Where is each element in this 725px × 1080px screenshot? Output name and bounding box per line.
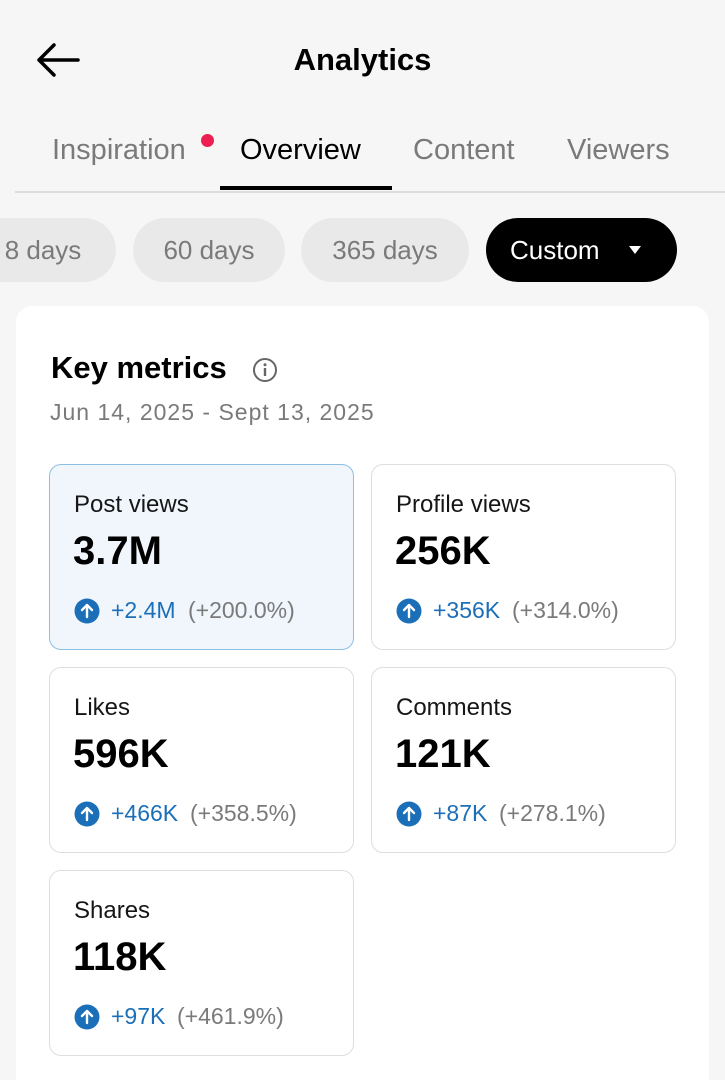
metric-label: Shares	[74, 897, 151, 924]
date-range: Jun 14, 2025 - Sept 13, 2025	[50, 399, 375, 425]
metric-percent: (+314.0%)	[512, 597, 619, 623]
metric-percent: (+200.0%)	[188, 597, 295, 623]
filter-pill-active[interactable]: Custom	[486, 218, 677, 282]
up-arrow-icon	[396, 801, 422, 827]
filter-pill[interactable]: 60 days	[133, 218, 285, 282]
metric-tile[interactable]: Comments 121K +87K (+278.1%)	[371, 667, 676, 853]
metric-percent: (+461.9%)	[177, 1003, 284, 1029]
page-title: Analytics	[293, 42, 432, 77]
tab[interactable]: Viewers	[567, 134, 670, 166]
metric-label: Post views	[74, 491, 189, 518]
filter-pill[interactable]: 365 days	[301, 218, 469, 282]
metric-change: +97K	[111, 1003, 166, 1029]
metric-change: +466K	[111, 800, 179, 826]
dropdown-caret	[629, 246, 641, 254]
metric-label: Comments	[396, 694, 513, 721]
tab-underline	[220, 186, 392, 190]
metric-tile[interactable]: Likes 596K +466K (+358.5%)	[49, 667, 354, 853]
up-arrow-icon	[74, 801, 100, 827]
up-arrow-icon	[396, 598, 422, 624]
tab-divider	[15, 191, 725, 193]
metric-value: 596K	[73, 732, 169, 776]
card-title: Key metrics	[51, 350, 227, 385]
tab-active[interactable]: Overview	[240, 134, 361, 166]
metric-value: 256K	[395, 529, 491, 573]
metrics-card: Key metrics Jun 14, 2025 - Sept 13, 2025…	[16, 306, 709, 1080]
filter-pill[interactable]: 8 days	[0, 218, 116, 282]
notification-dot	[201, 134, 214, 147]
info-icon[interactable]	[252, 357, 278, 383]
metric-tile[interactable]: Profile views 256K +356K (+314.0%)	[371, 464, 676, 650]
metric-percent: (+278.1%)	[499, 800, 606, 826]
metric-tile[interactable]: Shares 118K +97K (+461.9%)	[49, 870, 354, 1056]
metric-value: 118K	[73, 935, 167, 979]
metric-tile[interactable]: Post views 3.7M +2.4M (+200.0%)	[49, 464, 354, 650]
metric-change: +2.4M	[111, 597, 176, 623]
filter-label: Custom	[510, 235, 600, 265]
metric-label: Likes	[74, 694, 131, 721]
metric-value: 121K	[395, 732, 491, 776]
metric-change: +356K	[433, 597, 501, 623]
up-arrow-icon	[74, 598, 100, 624]
up-arrow-icon	[74, 1004, 100, 1030]
metric-value: 3.7M	[73, 529, 162, 573]
tab[interactable]: Inspiration	[52, 134, 186, 166]
metric-percent: (+358.5%)	[190, 800, 297, 826]
back-button[interactable]	[34, 42, 80, 78]
metric-change: +87K	[433, 800, 488, 826]
metric-label: Profile views	[396, 491, 531, 518]
tab[interactable]: Content	[413, 134, 515, 166]
